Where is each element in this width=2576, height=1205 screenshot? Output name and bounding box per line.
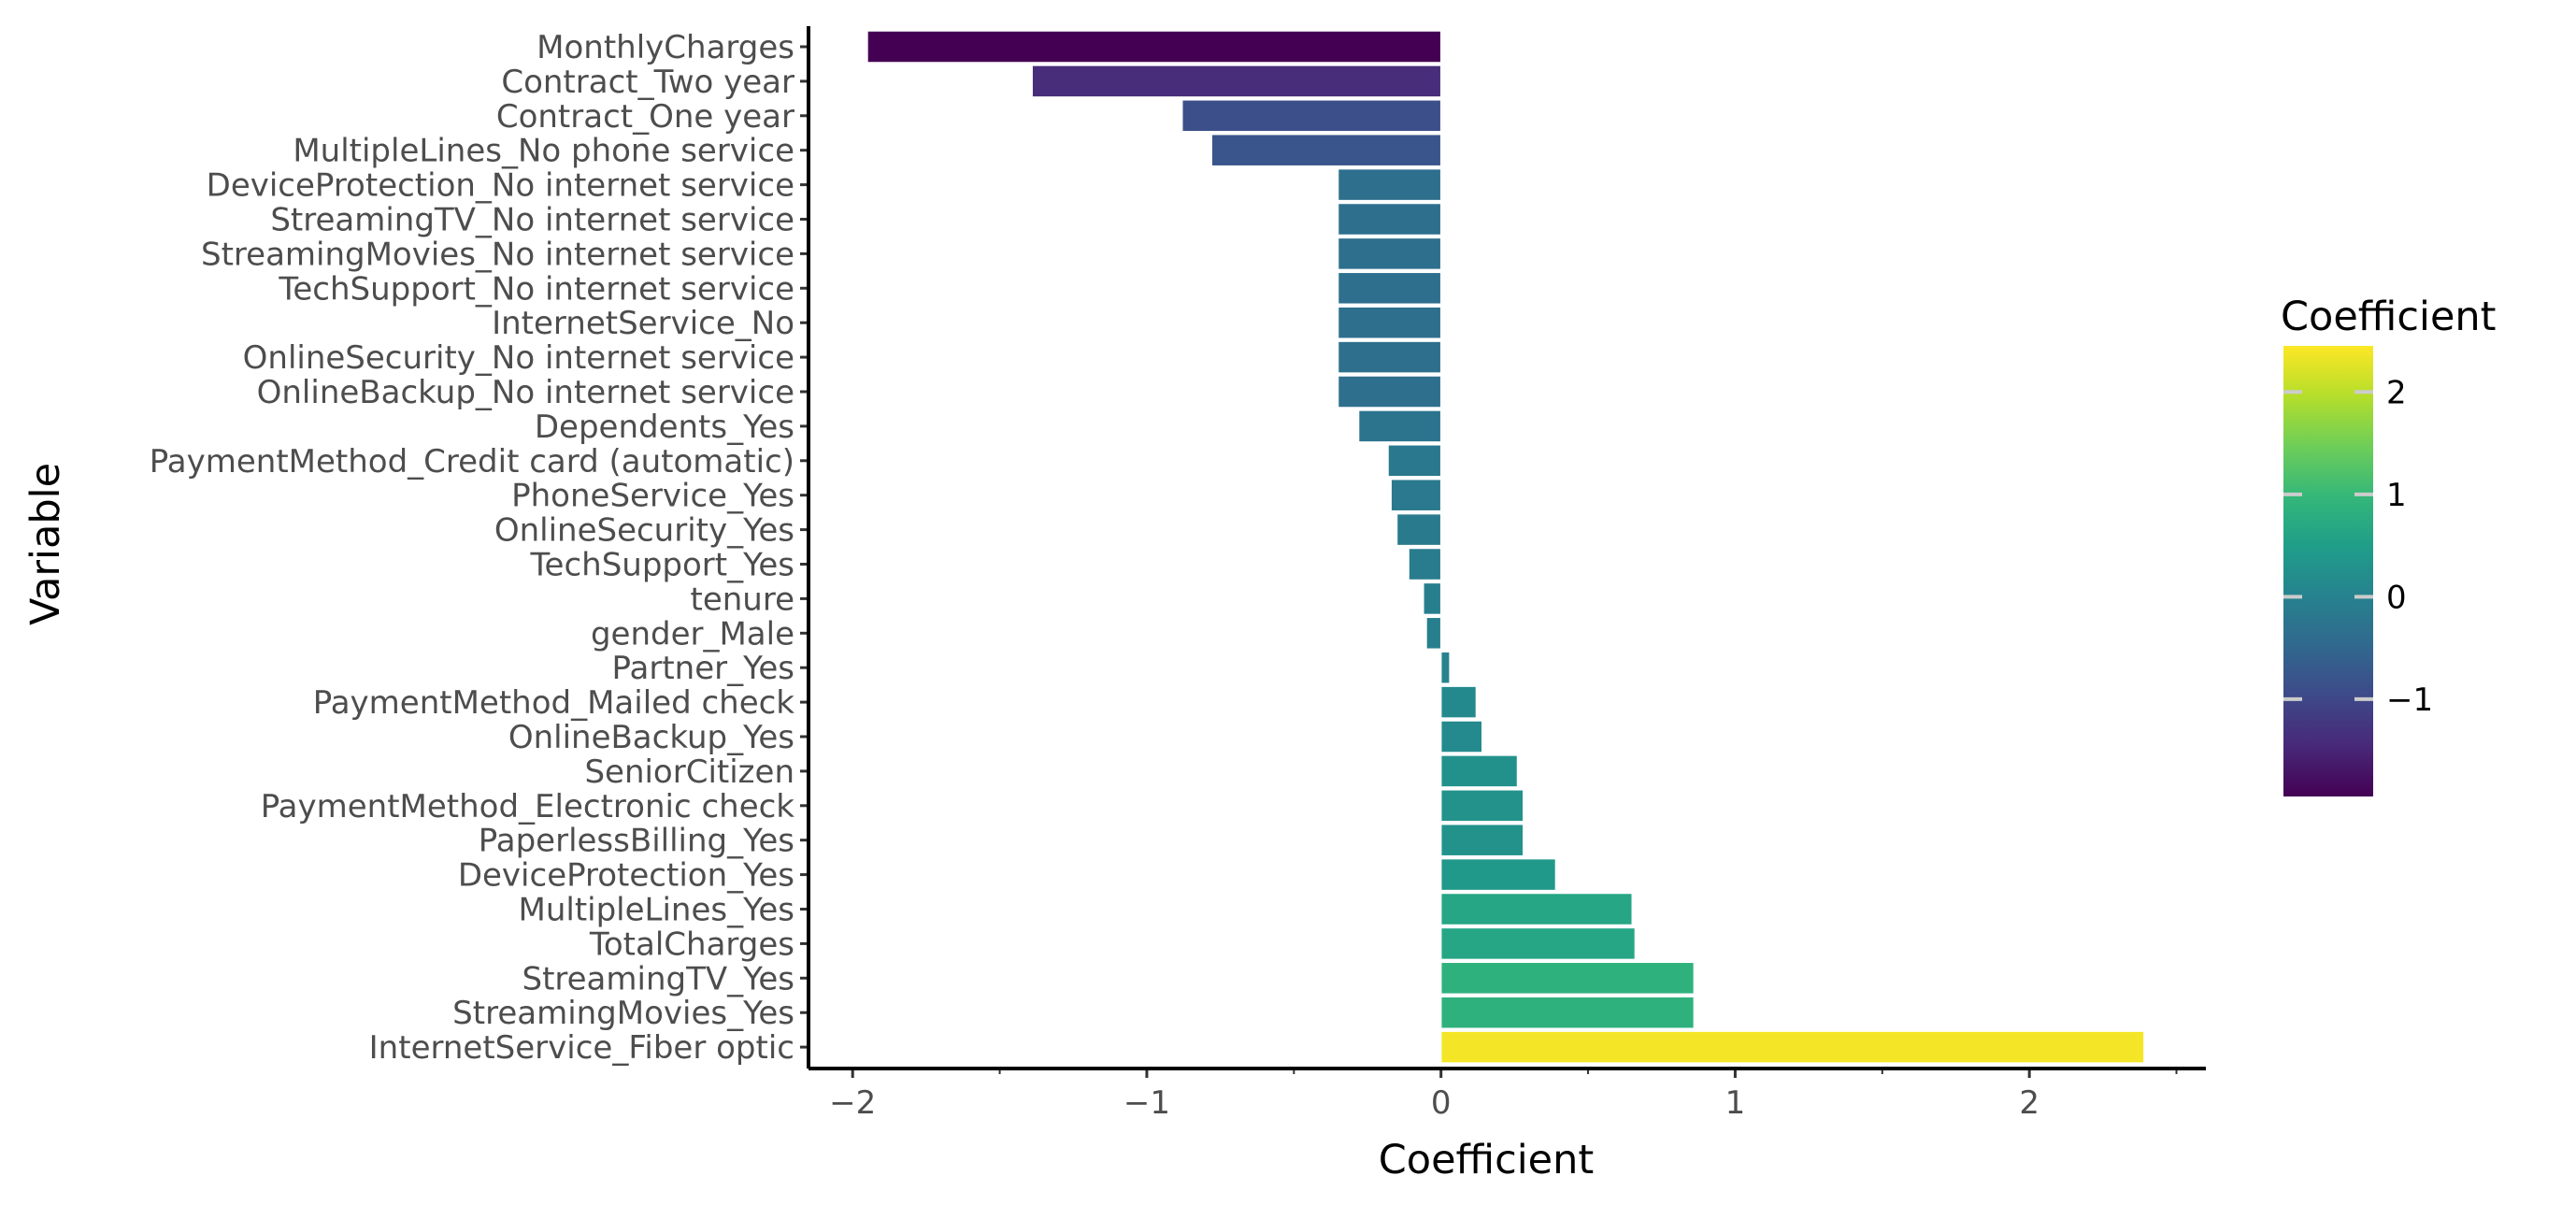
y-tick-label: StreamingTV_Yes (522, 960, 794, 997)
colorbar-tick-label: 0 (2386, 579, 2407, 616)
y-tick-label: OnlineSecurity_No internet service (243, 339, 794, 377)
y-tick-label: SeniorCitizen (584, 753, 794, 791)
colorbar (2283, 346, 2373, 796)
bar-phoneservice-yes (1390, 478, 1442, 512)
bar-techsupport-yes (1408, 547, 1442, 581)
bars-layer (866, 30, 2145, 1064)
y-tick-label: TechSupport_No internet service (278, 270, 794, 308)
bar-gender-male (1425, 616, 1442, 651)
x-tick-label: 1 (1725, 1084, 1746, 1122)
bar-paymentmethod-credit-card-automatic- (1387, 444, 1442, 478)
bar-multiplelines-yes (1439, 892, 1634, 926)
bar-seniorcitizen (1439, 754, 1519, 788)
x-axis: −2 −1 0 1 2 (829, 1069, 2178, 1122)
bar-monthlycharges (866, 30, 1442, 64)
bar-deviceprotection-no-internet-service (1337, 167, 1442, 202)
y-tick-label: DeviceProtection_No internet service (207, 167, 794, 205)
bar-streamingmovies-yes (1439, 996, 1696, 1029)
y-tick-label: TechSupport_Yes (530, 547, 794, 584)
y-tick-label: DeviceProtection_Yes (458, 857, 794, 895)
y-tick-label: Contract_Two year (501, 64, 794, 101)
y-tick-label: InternetService_Fiber optic (369, 1029, 794, 1067)
bar-onlinesecurity-yes (1395, 512, 1442, 547)
y-tick-label: PaymentMethod_Mailed check (313, 684, 795, 722)
bar-contract-one-year (1181, 99, 1442, 133)
y-tick-label: MonthlyCharges (537, 29, 794, 66)
bar-streamingtv-yes (1439, 961, 1696, 996)
y-tick-label: Contract_One year (496, 98, 794, 136)
y-tick-label: StreamingTV_No internet service (270, 202, 794, 239)
y-tick-label: MultipleLines_Yes (518, 892, 794, 929)
y-tick-label: OnlineSecurity_Yes (494, 512, 794, 550)
bar-paymentmethod-electronic-check (1439, 789, 1524, 823)
x-tick-label: −1 (1123, 1084, 1170, 1122)
bar-internetservice-no (1337, 306, 1442, 339)
bar-internetservice-fiber-optic (1439, 1030, 2145, 1064)
colorbar-tick-label: 1 (2386, 477, 2407, 514)
y-axis-title: Variable (22, 463, 69, 625)
y-tick-label: OnlineBackup_Yes (508, 719, 794, 756)
x-tick-label: −2 (829, 1084, 876, 1122)
bar-totalcharges (1439, 926, 1637, 961)
y-tick-label: Partner_Yes (612, 650, 794, 687)
colorbar-legend: Coefficient −1 0 1 2 (2281, 294, 2497, 796)
bar-onlinebackup-yes (1439, 720, 1483, 753)
bar-deviceprotection-yes (1439, 857, 1557, 892)
x-axis-title: Coefficient (1379, 1137, 1595, 1183)
bar-onlinesecurity-no-internet-service (1337, 340, 1442, 374)
legend-title: Coefficient (2281, 294, 2497, 340)
y-tick-label: PaymentMethod_Electronic check (261, 788, 795, 825)
y-tick-label: MultipleLines_No phone service (293, 133, 794, 170)
bar-paperlessbilling-yes (1439, 823, 1524, 857)
bar-dependents-yes (1357, 409, 1442, 443)
y-tick-label: StreamingMovies_No internet service (201, 236, 794, 273)
bar-contract-two-year (1031, 65, 1442, 98)
x-tick-label: 2 (2019, 1084, 2039, 1122)
bar-partner-yes (1439, 651, 1451, 684)
y-tick-label: Dependents_Yes (535, 409, 794, 446)
bar-streamingmovies-no-internet-service (1337, 237, 1442, 271)
y-tick-label: PhoneService_Yes (511, 478, 794, 515)
y-tick-label: OnlineBackup_No internet service (257, 374, 794, 411)
bar-techsupport-no-internet-service (1337, 271, 1442, 306)
bar-streamingtv-no-internet-service (1337, 202, 1442, 237)
y-tick-label: InternetService_No (492, 305, 794, 342)
y-tick-label: PaperlessBilling_Yes (479, 823, 794, 860)
x-tick-label: 0 (1431, 1084, 1452, 1122)
colorbar-ticks: −1 0 1 2 (2283, 374, 2433, 719)
bar-onlinebackup-no-internet-service (1337, 375, 1442, 409)
y-tick-label: PaymentMethod_Credit card (automatic) (150, 443, 794, 481)
colorbar-tick-label: −1 (2386, 681, 2433, 719)
bar-paymentmethod-mailed-check (1439, 685, 1478, 719)
bar-tenure (1423, 581, 1442, 616)
y-tick-label: tenure (691, 581, 795, 618)
y-tick-label: StreamingMovies_Yes (452, 995, 794, 1032)
bar-multiplelines-no-phone-service (1210, 133, 1442, 167)
y-tick-label: gender_Male (591, 615, 794, 653)
colorbar-tick-label: 2 (2386, 374, 2407, 411)
y-tick-label: TotalCharges (589, 925, 794, 963)
